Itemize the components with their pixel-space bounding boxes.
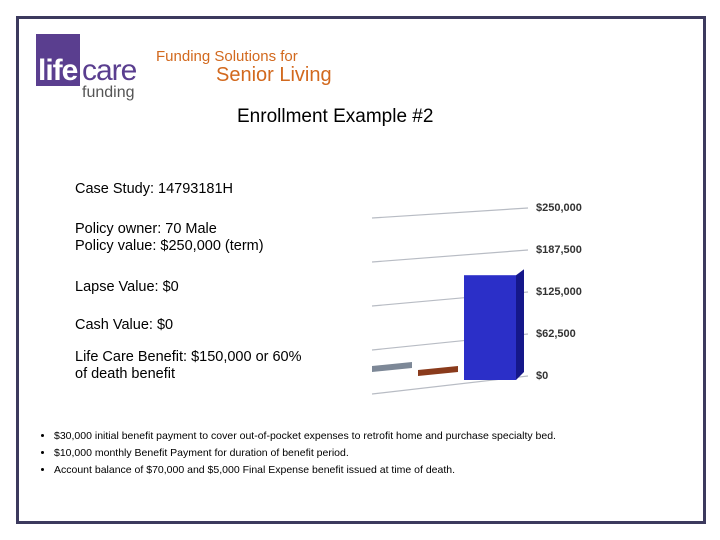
tagline: Funding Solutions for	[156, 48, 298, 65]
frame	[16, 16, 706, 524]
policy-value: Policy value: $250,000 (term)	[75, 238, 264, 254]
benefit-bold: Life Care Benefit: $150,000	[75, 349, 252, 365]
logo-care: care	[82, 54, 137, 87]
y-tick-label: $0	[536, 370, 548, 382]
bar	[372, 362, 412, 372]
bar-side	[516, 269, 524, 380]
grid-line	[371, 207, 529, 219]
bar	[418, 366, 458, 376]
bullet: $10,000 monthly Benefit Payment for dura…	[54, 445, 556, 462]
cash-value: Cash Value: $0	[75, 317, 174, 333]
bullet-list: $30,000 initial benefit payment to cover…	[38, 428, 556, 479]
y-tick-label: $250,000	[536, 202, 582, 214]
y-tick-label: $62,500	[536, 328, 576, 340]
slide-title: Enrollment Example #2	[237, 106, 434, 127]
benefit-line2: of death benefit	[75, 366, 175, 382]
logo: life care funding	[36, 34, 146, 104]
logo-life: life	[38, 54, 78, 87]
y-tick-label: $125,000	[536, 286, 582, 298]
y-tick-label: $187,500	[536, 244, 582, 256]
bar	[464, 275, 516, 380]
grid-line	[371, 249, 529, 263]
bullet: $30,000 initial benefit payment to cover…	[54, 428, 556, 445]
policy-owner: Policy owner: 70 Male	[75, 221, 217, 237]
logo-funding: funding	[82, 84, 135, 101]
lapse-value: Lapse Value: $0	[75, 279, 179, 295]
logo-box	[36, 34, 80, 86]
tagline: Senior Living	[216, 64, 332, 86]
benefit-rest: or 60%	[251, 349, 302, 365]
bullet: Account balance of $70,000 and $5,000 Fi…	[54, 462, 556, 479]
benefit: Life Care Benefit: $150,000 or 60%	[75, 349, 302, 365]
case-study: Case Study: 14793181H	[75, 181, 233, 197]
